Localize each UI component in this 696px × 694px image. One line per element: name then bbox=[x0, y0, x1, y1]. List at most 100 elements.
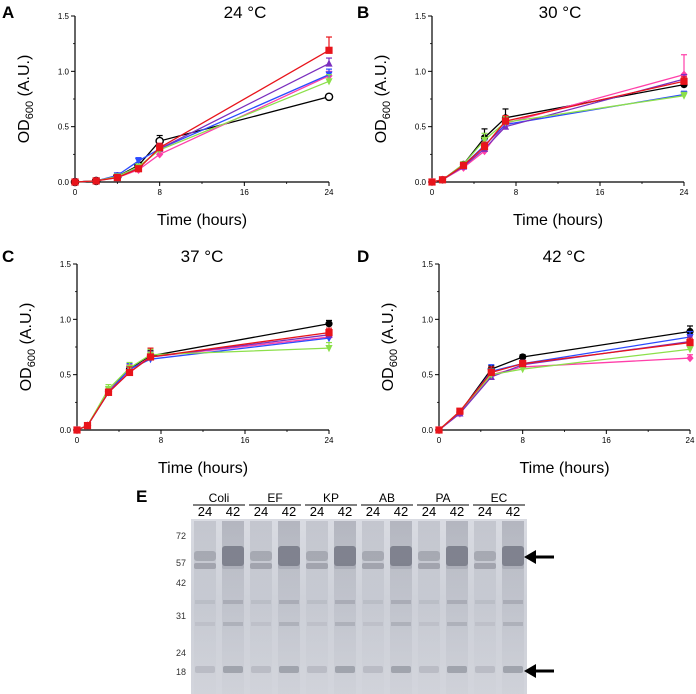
data-point bbox=[325, 78, 333, 86]
y-axis-label: OD600 (A.U.) bbox=[16, 55, 36, 144]
lower-band-arrow bbox=[524, 664, 554, 678]
chart-title: 24 °C bbox=[224, 3, 267, 22]
band-mid bbox=[390, 563, 412, 569]
band-mid bbox=[334, 563, 356, 569]
band-upper bbox=[390, 546, 412, 566]
mw-marker-label: 18 bbox=[176, 667, 186, 677]
y-tick-label: 0.5 bbox=[58, 123, 70, 132]
band-minor bbox=[335, 600, 355, 604]
chart-title: 37 °C bbox=[181, 247, 224, 266]
panel-letter: B bbox=[357, 3, 369, 22]
x-axis-label: Time (hours) bbox=[513, 212, 603, 229]
y-tick-label: 1.0 bbox=[415, 67, 427, 76]
series-ec bbox=[71, 36, 333, 186]
panel-letter: D bbox=[357, 247, 369, 266]
band-mid bbox=[306, 563, 328, 569]
band-minor bbox=[195, 600, 215, 604]
x-tick-label: 0 bbox=[437, 436, 442, 445]
lane-label: 24 bbox=[422, 504, 436, 519]
series-line bbox=[76, 347, 330, 431]
x-axis-label: Time (hours) bbox=[157, 212, 247, 229]
chart-panel-a: A 24 °C 0.0 0.5 1.0 1.5 0 8 16 24 Time (hours) OD60… bbox=[2, 3, 334, 229]
y-tick-label: 1.5 bbox=[60, 260, 72, 269]
band-minor bbox=[251, 600, 271, 604]
band-minor bbox=[307, 600, 327, 604]
lane-label: 24 bbox=[478, 504, 492, 519]
data-point bbox=[325, 345, 333, 353]
chart-title: 30 °C bbox=[539, 3, 582, 22]
data-point bbox=[519, 360, 527, 368]
group-label: PA bbox=[435, 491, 450, 505]
series-line bbox=[74, 74, 330, 183]
band-upper bbox=[362, 551, 384, 561]
band-upper bbox=[222, 546, 244, 566]
gel-mw-markers: 72 57 42 31 24 18 bbox=[176, 531, 186, 677]
y-axis-label: OD600 (A.U.) bbox=[18, 303, 38, 392]
group-label: Coli bbox=[209, 491, 230, 505]
gel-lane bbox=[306, 521, 328, 694]
x-tick-label: 8 bbox=[514, 188, 519, 197]
series-line bbox=[431, 74, 685, 183]
data-point bbox=[480, 142, 489, 151]
data-point bbox=[686, 353, 694, 363]
gel-lane bbox=[446, 521, 468, 694]
data-point bbox=[680, 77, 688, 85]
y-axis-label: OD600 (A.U.) bbox=[373, 55, 393, 144]
band-minor bbox=[223, 622, 243, 626]
y-tick-label: 0.0 bbox=[422, 426, 434, 435]
data-point bbox=[428, 178, 436, 186]
band-minor bbox=[223, 600, 243, 604]
group-label: AB bbox=[379, 491, 395, 505]
band-mid bbox=[474, 563, 496, 569]
series-ab bbox=[71, 57, 333, 186]
band-mid bbox=[362, 563, 384, 569]
band-minor bbox=[279, 600, 299, 604]
band-mid bbox=[250, 563, 272, 569]
x-tick-label: 0 bbox=[73, 188, 78, 197]
x-axis-label: Time (hours) bbox=[158, 460, 248, 477]
data-point bbox=[519, 366, 527, 374]
gel-lane bbox=[250, 521, 272, 694]
band-minor bbox=[363, 600, 383, 604]
gel-lane bbox=[278, 521, 300, 694]
gel-lane bbox=[502, 521, 524, 694]
data-point bbox=[325, 320, 333, 328]
panel-letter: C bbox=[2, 247, 14, 266]
band-minor bbox=[363, 622, 383, 626]
data-point bbox=[519, 353, 527, 361]
series-coli bbox=[428, 80, 688, 186]
band-mid bbox=[222, 563, 244, 569]
lane-label: 24 bbox=[254, 504, 268, 519]
x-tick-label: 24 bbox=[686, 436, 695, 445]
y-tick-label: 1.0 bbox=[60, 315, 72, 324]
series-ec bbox=[428, 76, 688, 186]
band-lower bbox=[363, 666, 383, 673]
panel-letter: A bbox=[2, 3, 14, 22]
mw-marker-label: 24 bbox=[176, 648, 186, 658]
band-lower bbox=[307, 666, 327, 673]
chart-panel-b: B 30 °C 0.0 0.5 1.0 1.5 0 8 16 24 Time (hours) OD60… bbox=[357, 3, 689, 229]
y-tick-label: 1.5 bbox=[58, 12, 70, 21]
group-label: KP bbox=[323, 491, 339, 505]
x-tick-label: 16 bbox=[596, 188, 605, 197]
data-point bbox=[71, 178, 79, 186]
gel-lane bbox=[418, 521, 440, 694]
band-mid bbox=[418, 563, 440, 569]
series-pa bbox=[428, 91, 688, 187]
y-tick-label: 0.5 bbox=[415, 123, 427, 132]
data-point bbox=[146, 353, 155, 361]
data-point bbox=[324, 92, 334, 102]
data-point bbox=[134, 157, 143, 166]
data-point bbox=[325, 46, 333, 54]
lane-label: 24 bbox=[310, 504, 324, 519]
data-point bbox=[113, 173, 121, 182]
mw-marker-label: 31 bbox=[176, 611, 186, 621]
band-upper bbox=[446, 546, 468, 566]
data-point bbox=[438, 176, 447, 184]
band-lower bbox=[447, 666, 467, 673]
series-ec bbox=[73, 327, 333, 434]
gel-lane bbox=[222, 521, 244, 694]
lane-label: 42 bbox=[282, 504, 296, 519]
data-point bbox=[686, 338, 694, 347]
band-minor bbox=[251, 622, 271, 626]
